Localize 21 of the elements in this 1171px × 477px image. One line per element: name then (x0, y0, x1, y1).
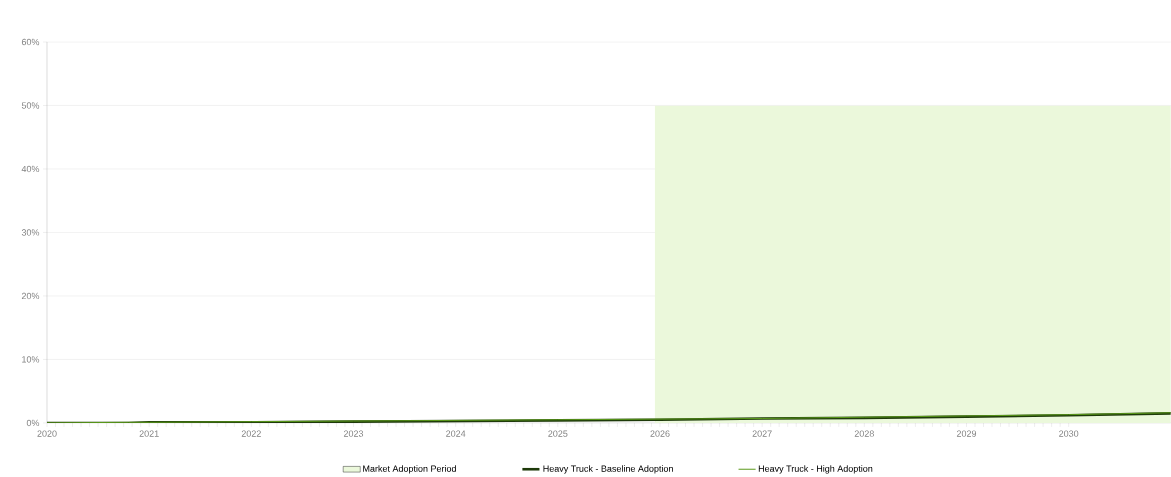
x-tick-label: 2020 (37, 430, 57, 437)
y-tick-label: 20% (21, 292, 40, 300)
x-tick-label: 2027 (752, 430, 772, 437)
y-tick-label: 50% (21, 102, 40, 109)
y-tick-label: 10% (22, 356, 40, 363)
x-tick-label: 2024 (446, 430, 466, 437)
x-tick-label: 2021 (139, 430, 159, 437)
legend-label: Heavy Truck - High Adoption (758, 465, 873, 474)
legend-label: Heavy Truck - Baseline Adoption (543, 465, 673, 474)
x-tick-label: 2022 (241, 430, 261, 437)
x-tick-label: 2023 (343, 430, 364, 437)
y-tick-label: 0% (26, 419, 40, 426)
x-tick-label: 2026 (650, 430, 670, 437)
y-tick-label: 30% (21, 229, 40, 236)
y-tick-label: 60% (21, 38, 40, 46)
x-tick-label: 2028 (854, 430, 874, 437)
x-tick-label: 2025 (548, 430, 568, 437)
legend-label: Market Adoption Period (363, 465, 456, 474)
x-tick-label: 2030 (1059, 430, 1079, 437)
x-tick-label: 2029 (956, 430, 977, 437)
y-tick-label: 40% (21, 165, 40, 173)
